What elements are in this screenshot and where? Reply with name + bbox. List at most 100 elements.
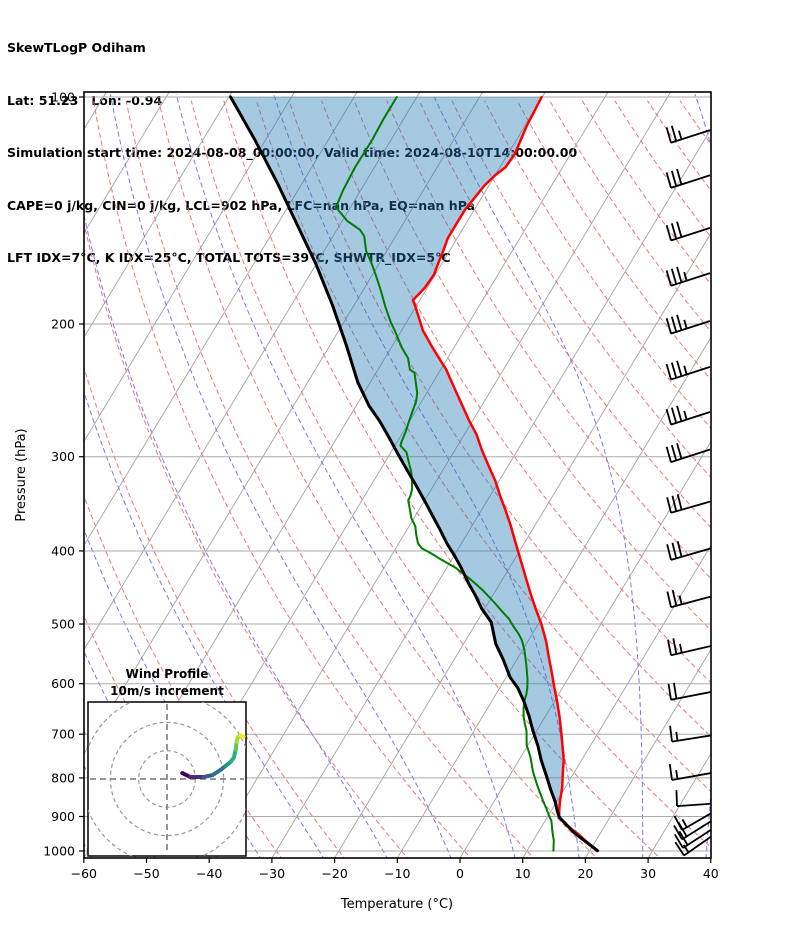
barb-staff — [670, 547, 711, 561]
barb-feather — [671, 542, 678, 559]
y-tick-label: 500 — [51, 617, 75, 632]
barb-feather — [670, 362, 678, 379]
x-tick-label: 10 — [515, 866, 531, 881]
x-tick-label: −60 — [71, 866, 97, 881]
moist-adiabat-line — [84, 213, 388, 858]
y-tick-label: 900 — [51, 809, 75, 824]
dry-adiabat-line — [484, 100, 711, 429]
barb-half-feather — [683, 319, 688, 329]
isotherm-line — [585, 648, 711, 858]
barb-staff — [676, 802, 711, 808]
y-tick-label: 400 — [51, 543, 75, 558]
y-tick-label: 1000 — [43, 844, 75, 859]
wind-barb — [665, 314, 711, 335]
y-axis-label: Pressure (hPa) — [14, 428, 29, 521]
barb-staff — [682, 828, 711, 849]
barb-feather — [667, 683, 672, 700]
barb-staff — [670, 595, 711, 609]
header-indices-1: CAPE=0 j/kg, CIN=0 j/kg, LCL=902 hPa, LF… — [7, 197, 475, 213]
barb-feather — [675, 790, 678, 807]
barb-feather — [674, 841, 685, 857]
isotherm-line — [647, 752, 711, 858]
barb-feather — [665, 270, 672, 287]
temperature-curve — [411, 95, 600, 852]
dry-adiabat-line — [451, 100, 711, 479]
isotherm-line — [710, 856, 711, 858]
wind-barb — [666, 590, 711, 609]
dry-adiabat-line — [386, 100, 711, 580]
barb-feather — [665, 363, 672, 380]
barb-feather — [677, 822, 688, 837]
wind-barb-column — [665, 125, 711, 857]
wind-barb — [665, 360, 711, 381]
barb-feather — [665, 318, 672, 334]
sounding-curves — [229, 95, 600, 853]
dry-adiabat-line — [223, 100, 711, 849]
barb-feather — [678, 830, 689, 846]
barb-half-feather — [675, 731, 679, 741]
moist-adiabat-line — [175, 94, 516, 858]
wind-barb — [668, 764, 711, 781]
y-tick-label: 600 — [51, 676, 75, 691]
axes-frame: −60 −50 −40 −30 −20 −10 0 10 20 30 40 100 200 300 400 5… — [43, 90, 719, 882]
barb-feather — [665, 409, 672, 425]
dry-adiabat-line — [321, 100, 711, 684]
wind-barb — [675, 790, 711, 808]
y-tick-label: 200 — [51, 316, 75, 331]
barb-half-feather — [681, 818, 688, 828]
wind-barb — [665, 125, 711, 144]
x-axis-label: Temperature (°C) — [340, 897, 453, 912]
barb-staff — [670, 272, 711, 287]
isotherm-line — [334, 232, 711, 858]
barb-feather — [667, 639, 672, 656]
barb-staff — [683, 835, 711, 857]
header-title: SkewTLogP Odiham — [7, 40, 146, 55]
x-tick-label: 20 — [577, 866, 593, 881]
wind-barb — [667, 638, 711, 657]
x-tick-label: −40 — [196, 866, 222, 881]
barb-feather — [669, 725, 673, 742]
hodograph-subtitle: 10m/s increment — [110, 684, 224, 698]
y-tick-label: 800 — [51, 770, 75, 785]
barb-staff — [670, 411, 711, 426]
barb-feather — [666, 544, 672, 561]
barb-feather — [665, 127, 672, 144]
barb-feather — [676, 314, 683, 331]
barb-feather — [665, 446, 672, 463]
wind-barb — [665, 405, 711, 426]
barb-staff — [670, 320, 711, 335]
wind-barb — [666, 541, 711, 561]
dry-adiabat-line — [679, 100, 711, 146]
barb-staff — [670, 448, 711, 464]
barb-feather — [670, 170, 678, 187]
barb-staff — [670, 645, 711, 657]
y-tick-label: 300 — [51, 449, 75, 464]
barb-feather — [671, 495, 678, 512]
isotherm-line — [396, 336, 711, 858]
isotherm-line — [271, 128, 711, 858]
barb-staff — [670, 691, 711, 701]
parcel-curve — [229, 95, 599, 853]
wind-barb — [667, 682, 711, 701]
barb-feather — [670, 268, 678, 285]
barb-feather — [670, 444, 678, 461]
barb-feather — [670, 316, 678, 333]
barb-feather — [665, 224, 672, 241]
barb-feather — [666, 497, 672, 514]
x-tick-label: −10 — [384, 866, 410, 881]
barb-feather — [676, 360, 683, 377]
barb-feather — [676, 405, 683, 422]
x-tick-label: −50 — [133, 866, 159, 881]
moist-adiabat-line — [84, 390, 325, 858]
dewpoint-curve — [335, 96, 555, 852]
barb-half-feather — [683, 410, 688, 420]
hodograph-trace-segment — [238, 733, 246, 739]
y-tick-label: 700 — [51, 727, 75, 742]
barb-feather — [676, 168, 683, 185]
x-tick-label: 30 — [640, 866, 656, 881]
barb-half-feather — [678, 595, 683, 605]
dry-adiabat-line — [125, 100, 535, 858]
barb-half-feather — [678, 130, 683, 140]
barb-feather — [670, 223, 678, 240]
